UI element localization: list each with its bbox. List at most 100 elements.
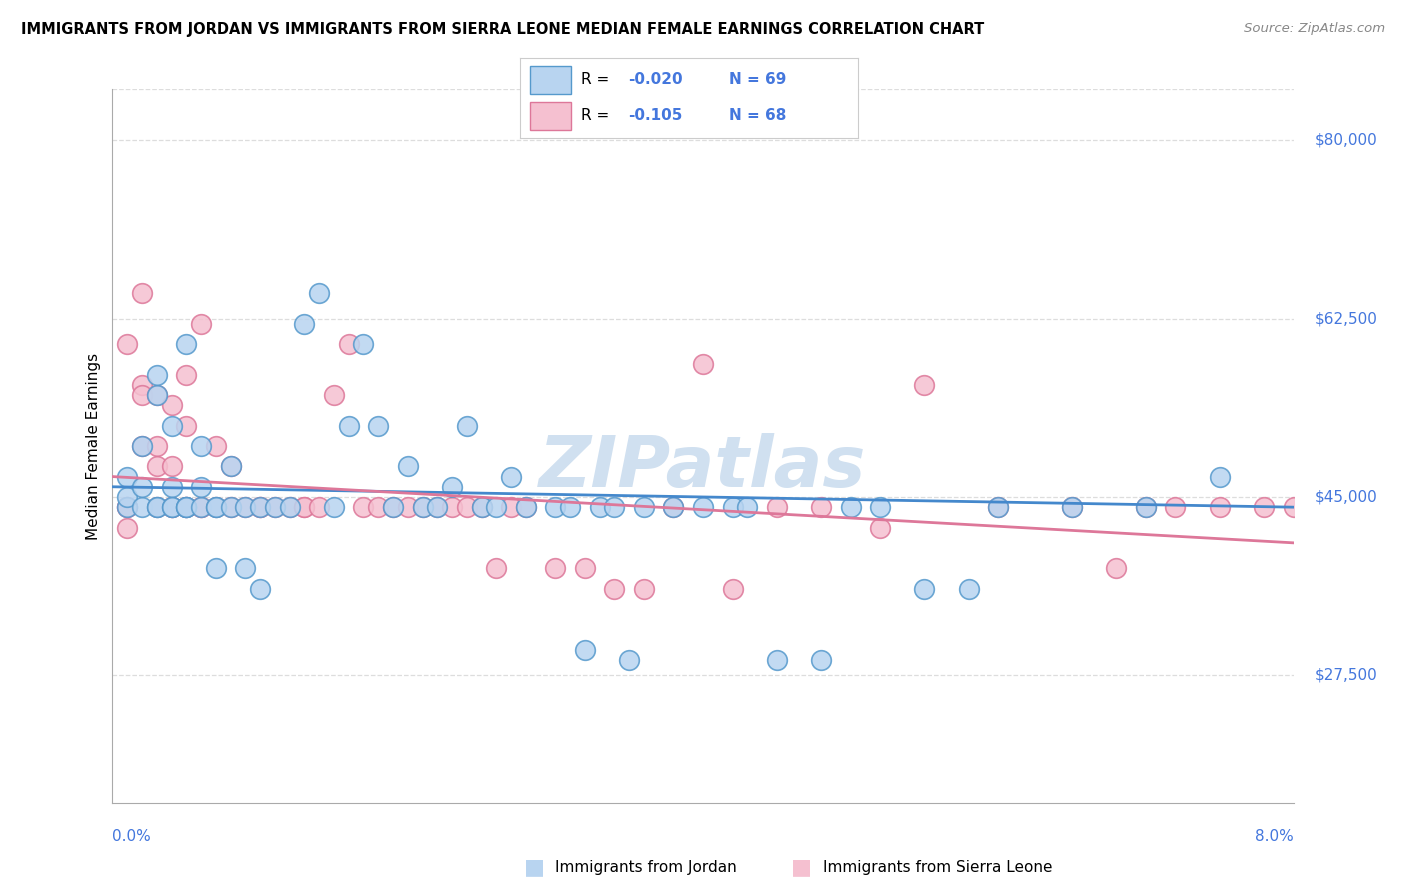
Text: 8.0%: 8.0% xyxy=(1254,830,1294,844)
Point xyxy=(249,500,271,515)
Text: Immigrants from Sierra Leone: Immigrants from Sierra Leone xyxy=(823,860,1052,874)
Point xyxy=(515,500,537,515)
Point xyxy=(987,500,1010,515)
Point xyxy=(131,439,153,453)
Bar xyxy=(530,66,571,94)
Point xyxy=(117,500,138,515)
Point xyxy=(219,459,242,474)
Point xyxy=(485,500,508,515)
Point xyxy=(146,500,169,515)
Point xyxy=(174,337,197,351)
Point xyxy=(382,500,405,515)
Text: Immigrants from Jordan: Immigrants from Jordan xyxy=(555,860,737,874)
Point xyxy=(308,500,330,515)
Point xyxy=(1135,500,1157,515)
Bar xyxy=(530,102,571,130)
Text: N = 69: N = 69 xyxy=(730,72,787,87)
Point xyxy=(190,500,212,515)
Point xyxy=(1062,500,1084,515)
Point xyxy=(249,500,271,515)
Point xyxy=(352,500,374,515)
Point xyxy=(1253,500,1275,515)
Text: 0.0%: 0.0% xyxy=(112,830,152,844)
Point xyxy=(692,358,714,372)
Point xyxy=(396,459,419,474)
Text: ZIPatlas: ZIPatlas xyxy=(540,433,866,502)
Point xyxy=(323,500,346,515)
Point xyxy=(117,490,138,504)
Point xyxy=(692,500,714,515)
Point xyxy=(190,500,212,515)
Point xyxy=(160,500,183,515)
Point xyxy=(810,653,832,667)
Text: Source: ZipAtlas.com: Source: ZipAtlas.com xyxy=(1244,22,1385,36)
Point xyxy=(1164,500,1187,515)
Text: R =: R = xyxy=(581,108,614,123)
Point xyxy=(544,561,567,575)
Point xyxy=(1105,561,1128,575)
Point xyxy=(190,500,212,515)
Point xyxy=(131,286,153,301)
Point xyxy=(190,317,212,331)
Point xyxy=(456,500,478,515)
Point xyxy=(160,500,183,515)
Point xyxy=(839,500,862,515)
Text: -0.105: -0.105 xyxy=(628,108,682,123)
Point xyxy=(160,418,183,433)
Point xyxy=(633,582,655,596)
Point xyxy=(264,500,287,515)
Point xyxy=(131,377,153,392)
Point xyxy=(278,500,301,515)
Point xyxy=(249,582,271,596)
Point xyxy=(396,500,419,515)
Text: ■: ■ xyxy=(792,857,811,877)
Point xyxy=(233,500,256,515)
Point xyxy=(174,500,197,515)
Point xyxy=(292,500,315,515)
Point xyxy=(1135,500,1157,515)
Point xyxy=(131,500,153,515)
Point xyxy=(603,582,626,596)
Point xyxy=(205,439,228,453)
Point xyxy=(337,418,360,433)
Point xyxy=(367,500,389,515)
Point xyxy=(219,500,242,515)
Text: $45,000: $45,000 xyxy=(1315,490,1378,505)
Point xyxy=(174,500,197,515)
Point xyxy=(471,500,494,515)
Point xyxy=(987,500,1010,515)
Point xyxy=(633,500,655,515)
Point xyxy=(205,500,228,515)
Point xyxy=(515,500,537,515)
Point xyxy=(737,500,759,515)
Point xyxy=(1208,469,1232,483)
Point xyxy=(662,500,685,515)
Point xyxy=(117,500,138,515)
Text: $80,000: $80,000 xyxy=(1315,133,1378,148)
Point xyxy=(146,388,169,402)
Point xyxy=(146,459,169,474)
Point xyxy=(160,500,183,515)
Text: IMMIGRANTS FROM JORDAN VS IMMIGRANTS FROM SIERRA LEONE MEDIAN FEMALE EARNINGS CO: IMMIGRANTS FROM JORDAN VS IMMIGRANTS FRO… xyxy=(21,22,984,37)
Point xyxy=(146,500,169,515)
Point xyxy=(131,439,153,453)
Point xyxy=(765,500,787,515)
Point xyxy=(117,500,138,515)
Point xyxy=(117,520,138,534)
Point xyxy=(308,286,330,301)
Point xyxy=(292,500,315,515)
Point xyxy=(544,500,567,515)
Point xyxy=(619,653,641,667)
Point xyxy=(485,561,508,575)
Text: $62,500: $62,500 xyxy=(1315,311,1378,326)
Point xyxy=(765,653,787,667)
Point xyxy=(588,500,610,515)
Point xyxy=(146,388,169,402)
Point xyxy=(426,500,449,515)
Point xyxy=(264,500,287,515)
Point xyxy=(471,500,494,515)
Point xyxy=(131,480,153,494)
Point xyxy=(662,500,685,515)
Point xyxy=(869,500,891,515)
Point xyxy=(957,582,980,596)
